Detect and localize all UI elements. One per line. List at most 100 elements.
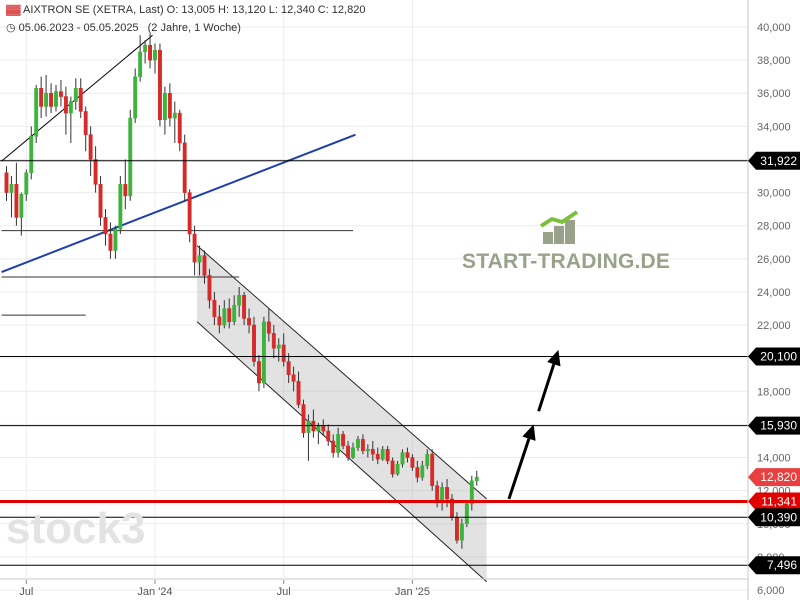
candle-down bbox=[266, 321, 271, 334]
candle-up bbox=[133, 76, 138, 119]
x-tick-label: Jul bbox=[19, 586, 33, 598]
logo-bar bbox=[543, 232, 553, 244]
candle-down bbox=[207, 275, 212, 301]
candle-up bbox=[380, 449, 385, 460]
date-range: 05.06.2023 - 05.05.2025 bbox=[18, 22, 139, 34]
candle-up bbox=[351, 447, 355, 458]
candle-down bbox=[39, 88, 44, 107]
x-tick-label: Jul bbox=[277, 586, 291, 598]
chart-period: ◷ 05.06.2023 - 05.05.2025 (2 Jahre, 1 Wo… bbox=[6, 21, 241, 34]
y-tick-label: 36,000 bbox=[757, 88, 791, 100]
level-badge-bg bbox=[748, 556, 800, 575]
candle-up bbox=[19, 193, 24, 218]
channel-line bbox=[196, 321, 487, 583]
candle-up bbox=[172, 112, 177, 119]
level-badge: 31,922 bbox=[748, 151, 800, 170]
candle-down bbox=[98, 184, 103, 218]
y-tick-label: 28,000 bbox=[757, 221, 791, 233]
candle-down bbox=[4, 172, 9, 193]
candle-up bbox=[237, 295, 242, 306]
candle-down bbox=[227, 308, 232, 322]
candle-down bbox=[405, 452, 410, 458]
clock-icon: ◷ bbox=[6, 22, 16, 34]
candle-down bbox=[296, 381, 301, 405]
stock3-watermark: stock3 bbox=[6, 504, 146, 553]
candle-up bbox=[222, 308, 227, 326]
candle-down bbox=[375, 453, 380, 460]
candle-up bbox=[128, 117, 133, 197]
candle-down bbox=[202, 255, 207, 276]
candle-down bbox=[435, 485, 440, 503]
instrument-line: AIXTRON SE (XETRA, Last) O: 13,005 H: 13… bbox=[23, 4, 366, 16]
candle-up bbox=[276, 344, 281, 349]
candle-down bbox=[286, 361, 291, 375]
candle-down bbox=[430, 453, 435, 486]
horizontal-levels bbox=[0, 160, 748, 566]
candle-up bbox=[336, 434, 341, 453]
level-badge-label: 7,496 bbox=[767, 558, 797, 572]
candle-down bbox=[331, 440, 336, 453]
trendlines bbox=[1, 34, 356, 316]
candle-up bbox=[420, 465, 425, 478]
x-tick-label: Jan '24 bbox=[137, 586, 172, 598]
candle-down bbox=[187, 192, 192, 235]
level-badge-bg bbox=[748, 151, 800, 170]
candle-down bbox=[148, 44, 153, 61]
candle-down bbox=[177, 112, 182, 144]
candle-up bbox=[44, 92, 49, 107]
y-tick-label: 6,000 bbox=[757, 585, 785, 597]
channel-line bbox=[196, 245, 487, 500]
candle-down bbox=[83, 111, 88, 135]
candle-down bbox=[360, 439, 365, 452]
candle-up bbox=[118, 184, 123, 230]
candle-down bbox=[370, 449, 375, 455]
candle-down bbox=[158, 49, 162, 120]
arrow-head bbox=[547, 349, 561, 367]
y-tick-label: 38,000 bbox=[757, 55, 791, 67]
chart-header: ▓▓ AIXTRON SE (XETRA, Last) O: 13,005 H:… bbox=[6, 4, 365, 16]
candle-down bbox=[93, 159, 98, 185]
time-axis: Jul Jan '24 Jul Jan '25 bbox=[0, 578, 748, 598]
y-tick-label: 24,000 bbox=[757, 287, 791, 299]
level-badge: 15,930 bbox=[748, 416, 800, 435]
candle-up bbox=[425, 453, 430, 467]
candle-up bbox=[138, 51, 143, 77]
level-badge: 11,341 bbox=[748, 492, 800, 511]
y-tick-label: 22,000 bbox=[757, 320, 791, 332]
arrow-shaft bbox=[507, 438, 531, 500]
candle-down bbox=[88, 134, 93, 160]
level-badge: 20,100 bbox=[748, 347, 800, 366]
candle-down bbox=[247, 318, 252, 326]
candle-up bbox=[29, 136, 34, 173]
candlestick-icon: ▓▓ bbox=[6, 5, 21, 16]
candle-down bbox=[385, 449, 390, 462]
price-axis: 40,00038,00036,00034,00032,00030,00028,0… bbox=[747, 0, 800, 600]
candle-down bbox=[63, 96, 68, 114]
candle-down bbox=[341, 434, 346, 447]
last-price-badge-bg bbox=[748, 468, 800, 487]
candle-up bbox=[232, 304, 237, 322]
candle-up bbox=[73, 88, 78, 102]
candle-up bbox=[464, 503, 469, 525]
candle-down bbox=[301, 404, 306, 433]
candle-down bbox=[321, 425, 326, 432]
arrow-shaft bbox=[537, 363, 556, 412]
candle-down bbox=[346, 445, 351, 458]
candle-down bbox=[167, 92, 172, 119]
trendline bbox=[1, 133, 356, 274]
candle-up bbox=[9, 184, 14, 193]
candle-down bbox=[123, 184, 128, 197]
candle-up bbox=[365, 449, 370, 452]
candle-up bbox=[306, 420, 311, 433]
y-tick-label: 26,000 bbox=[757, 254, 791, 266]
last-price-label: 12,820 bbox=[760, 470, 797, 484]
candle-down bbox=[78, 88, 83, 112]
x-tick-label: Jan '25 bbox=[395, 586, 430, 598]
candle-up bbox=[469, 480, 474, 505]
candle-down bbox=[192, 233, 197, 263]
candle-down bbox=[242, 295, 247, 319]
candle-down bbox=[291, 374, 296, 382]
y-tick-label: 40,000 bbox=[757, 22, 791, 34]
candle-down bbox=[271, 333, 276, 349]
